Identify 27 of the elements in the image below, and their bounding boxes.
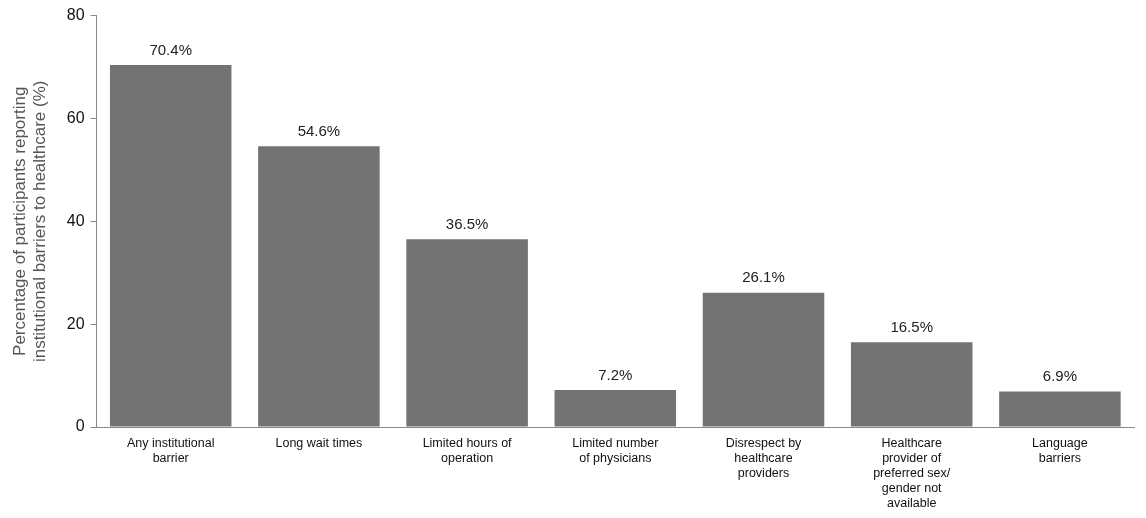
x-tick-label: Limited hours of operation — [422, 435, 513, 465]
x-tick-label: Long wait times — [275, 435, 363, 450]
bar — [702, 292, 825, 427]
y-tick-label: 20 — [66, 314, 85, 332]
y-tick-label: 0 — [75, 417, 85, 435]
y-axis-title: Percentage of participants reporting institutional barriers to healthcare (%) — [9, 80, 50, 363]
data-label: 6.9% — [1042, 367, 1077, 385]
bar — [258, 146, 380, 427]
y-tick-label: 60 — [66, 108, 85, 126]
y-tick-label: 80 — [66, 6, 85, 24]
data-label: 54.6% — [297, 121, 341, 139]
data-label: 70.4% — [149, 40, 192, 58]
bar — [109, 64, 232, 427]
bar — [850, 342, 973, 427]
x-tick-label: Disrespect by healthcare providers — [725, 435, 803, 480]
y-tick-label: 40 — [66, 211, 85, 229]
x-tick-label: Language barriers — [1032, 435, 1088, 465]
data-label: 36.5% — [445, 214, 489, 232]
x-tick-label: Healthcare provider of preferred sex/ gender not available — [873, 435, 951, 510]
data-label: 7.2% — [598, 365, 633, 383]
bar — [406, 239, 528, 427]
bar — [999, 391, 1121, 427]
data-label: 26.1% — [742, 268, 785, 286]
x-tick-label: Limited number of physicians — [572, 435, 659, 465]
bar — [554, 389, 677, 427]
x-tick-label: Any institutional barrier — [126, 435, 215, 465]
data-label: 16.5% — [890, 317, 933, 335]
